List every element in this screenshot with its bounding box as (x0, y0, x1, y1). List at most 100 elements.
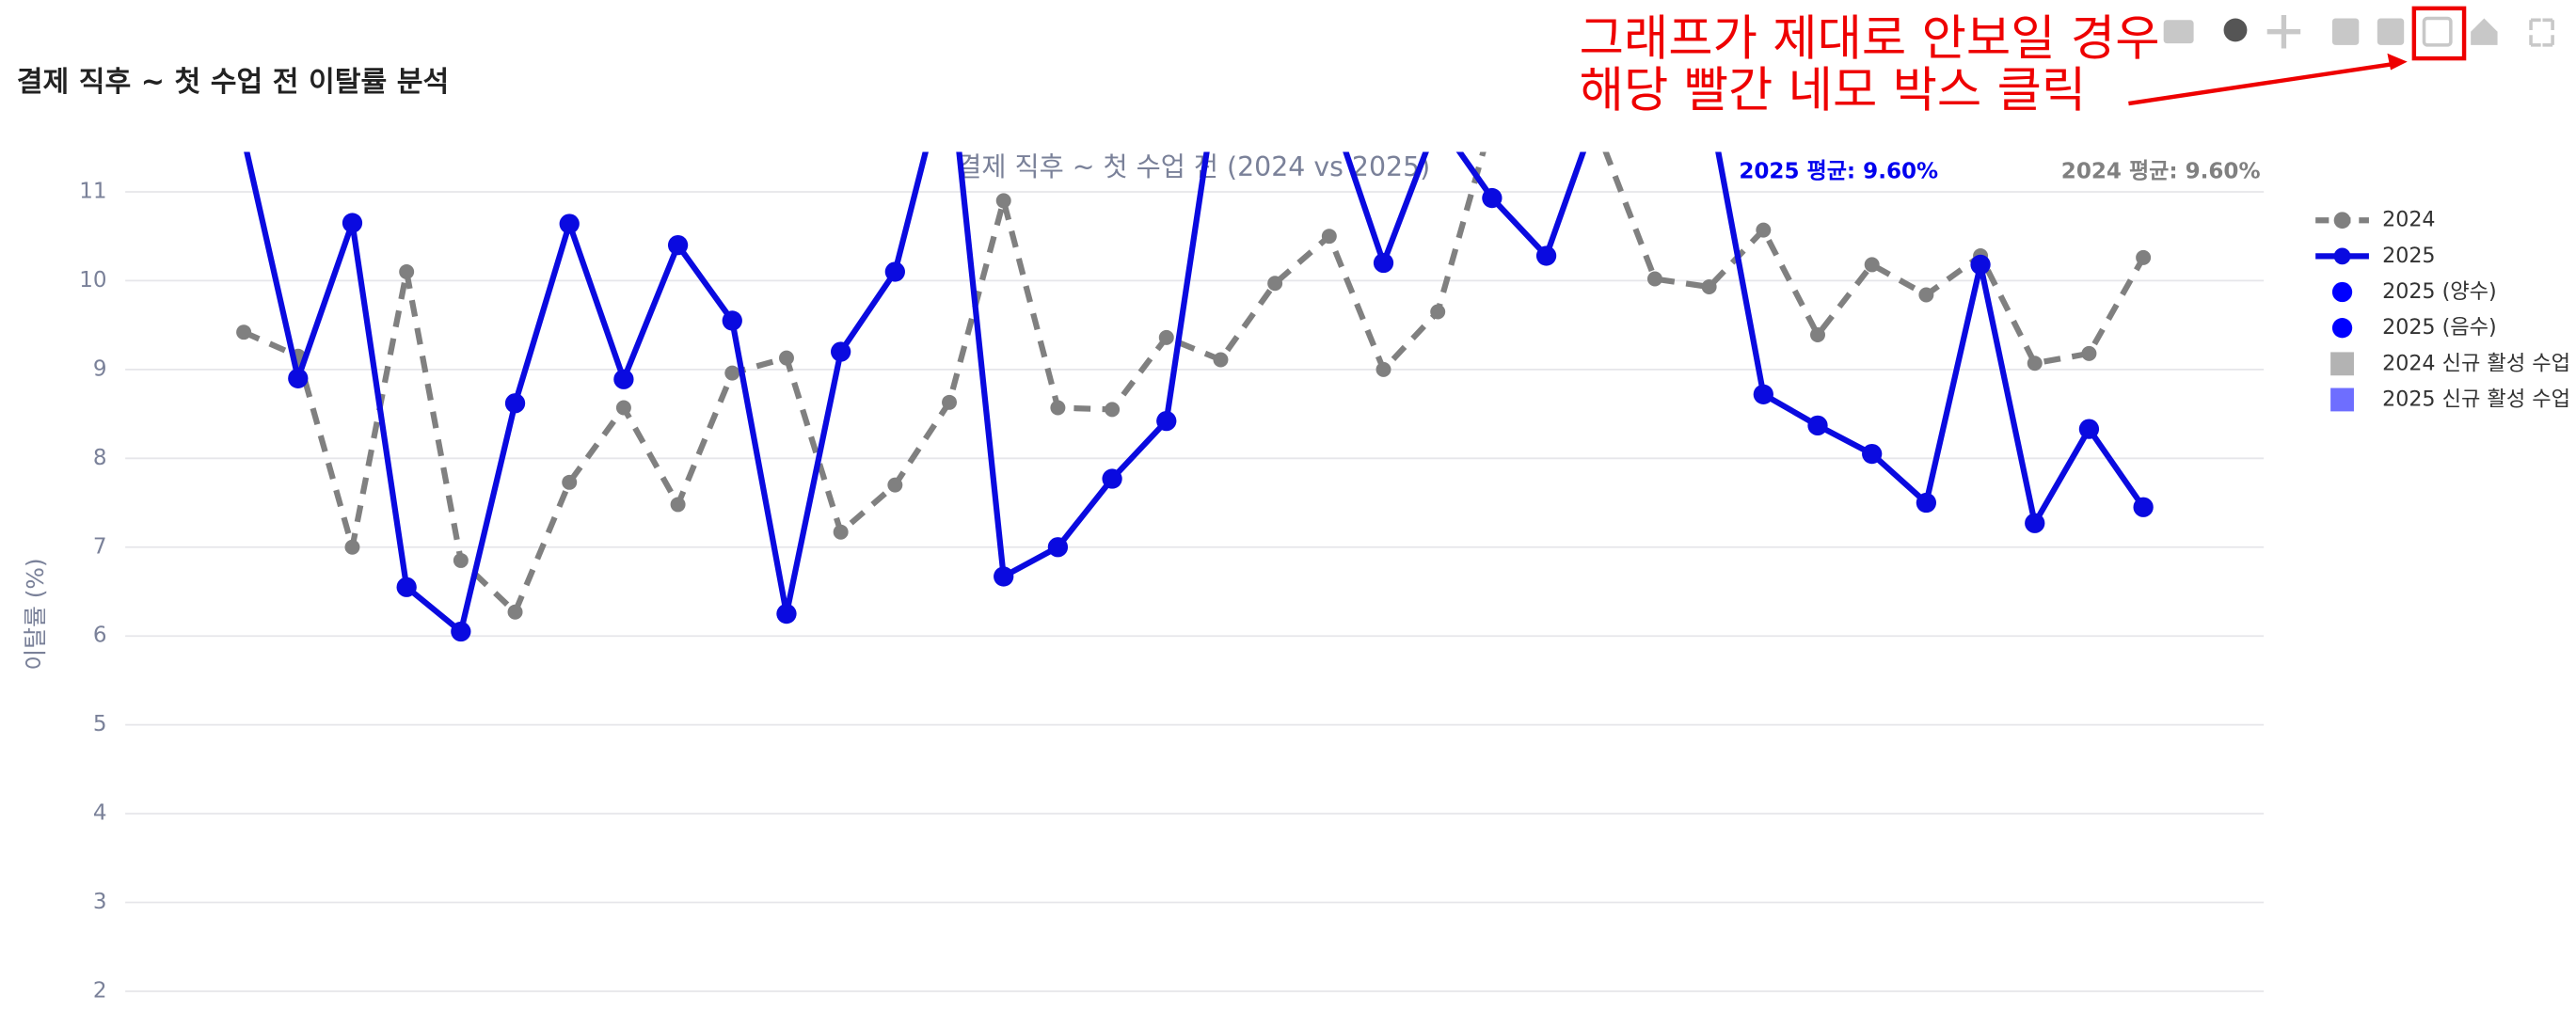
highlight-box (2411, 6, 2467, 61)
grid: 2 3 4 5 6 7 8 9 10 11 (79, 179, 2265, 1003)
data-point (1810, 327, 1825, 343)
data-point (2136, 249, 2152, 265)
data-point (1267, 276, 1283, 292)
data-point (833, 524, 849, 540)
y-axis-label: 이탈률 (%) (22, 558, 49, 670)
legend-marker (2330, 387, 2354, 412)
data-point (507, 604, 523, 620)
data-point (453, 552, 469, 568)
zoom-in-icon[interactable] (2331, 18, 2360, 45)
toolbar (2163, 14, 2554, 49)
data-point (1264, 4, 1284, 24)
y-tick-label: 10 (79, 268, 106, 293)
data-point (288, 368, 309, 388)
data-point (995, 193, 1011, 209)
legend-marker (2331, 281, 2353, 303)
data-point (1482, 187, 1503, 209)
autoscale-icon[interactable] (2422, 16, 2453, 47)
data-point (1102, 468, 1122, 489)
data-point (724, 365, 740, 381)
page-title: 결제 직후 ~ 첫 수업 전 이탈률 분석 (17, 66, 449, 99)
data-point (942, 394, 958, 410)
pan-icon[interactable] (2266, 14, 2301, 49)
data-point (1050, 400, 1066, 416)
arrow-head (2387, 53, 2408, 71)
data-point (1485, 113, 1500, 128)
y-tick-label: 11 (79, 179, 106, 203)
data-point (1701, 279, 1717, 295)
data-point (667, 234, 689, 256)
data-point (831, 341, 851, 362)
data-point (670, 497, 686, 513)
legend-label: 2024 신규 활성 수업 (2382, 351, 2570, 375)
data-point (1807, 415, 1828, 436)
y-tick-label: 9 (93, 356, 107, 381)
data-point (1646, 271, 1662, 287)
data-point (2081, 345, 2097, 361)
legend-marker (2330, 352, 2354, 376)
legend: 2024 2025 2025 (양수) 2025 (음수) 2024 신규 활성 수업 2… (2315, 208, 2570, 412)
data-point (1918, 287, 1934, 303)
zoom-out-icon[interactable] (2377, 18, 2405, 45)
y-tick-label: 8 (93, 446, 107, 470)
data-point (1593, 131, 1608, 146)
reset-icon[interactable] (2471, 18, 2498, 45)
data-point (884, 261, 905, 282)
data-point (776, 603, 797, 625)
data-point (1862, 443, 1883, 465)
data-point (2027, 356, 2043, 372)
data-point (399, 263, 415, 279)
data-point (504, 393, 526, 414)
data-point (1321, 229, 1337, 245)
data-point (1539, 96, 1554, 111)
data-point (1319, 93, 1339, 113)
annotation: 2025 평균: 9.60% (1739, 159, 1938, 183)
arrow (2128, 61, 2398, 106)
data-point (451, 621, 471, 642)
data-point (1916, 492, 1937, 514)
data-point (342, 213, 363, 233)
data-point (233, 129, 253, 149)
data-point (939, 49, 959, 69)
data-point (1428, 111, 1448, 131)
series-line (242, 151, 2146, 615)
y-tick-label: 7 (93, 534, 107, 559)
data-point (613, 369, 634, 389)
data-point (615, 400, 631, 416)
y-tick-label: 2 (93, 978, 107, 1003)
data-point (722, 310, 742, 331)
legend-marker (2331, 318, 2353, 339)
chart-title: 결제 직후 ~ 첫 수업 전 (2024 vs 2025) (957, 151, 1430, 182)
data-point (344, 539, 360, 555)
data-point (236, 324, 252, 340)
data-point (1158, 329, 1174, 345)
zoom-icon[interactable] (2223, 18, 2248, 42)
legend-label: 2024 (2382, 208, 2435, 232)
data-point (1864, 257, 1880, 273)
data-point (778, 350, 794, 366)
legend-label: 2025 (2382, 244, 2435, 268)
data-point (994, 566, 1014, 587)
data-point (1213, 352, 1229, 368)
y-tick-label: 3 (93, 890, 107, 914)
data-point (559, 213, 580, 234)
y-tick-label: 5 (93, 712, 107, 736)
data-point (887, 477, 903, 493)
legend-marker (2333, 212, 2351, 229)
y-tick-label: 6 (93, 624, 107, 648)
camera-icon[interactable] (2163, 20, 2194, 44)
legend-label: 2025 (양수) (2382, 279, 2497, 304)
annotation: 2024 평균: 9.60% (2061, 159, 2261, 183)
data-point (1756, 222, 1772, 238)
plot-area (233, 4, 2154, 642)
data-point (1535, 245, 1557, 266)
data-point (1970, 254, 1991, 276)
data-point (1375, 361, 1391, 377)
data-point (2133, 497, 2154, 517)
data-point (2078, 419, 2100, 439)
notice-line: 그래프가 제대로 안보일 경우 (1580, 10, 2160, 67)
legend-marker (2333, 247, 2351, 265)
fullscreen-icon[interactable] (2529, 18, 2554, 47)
